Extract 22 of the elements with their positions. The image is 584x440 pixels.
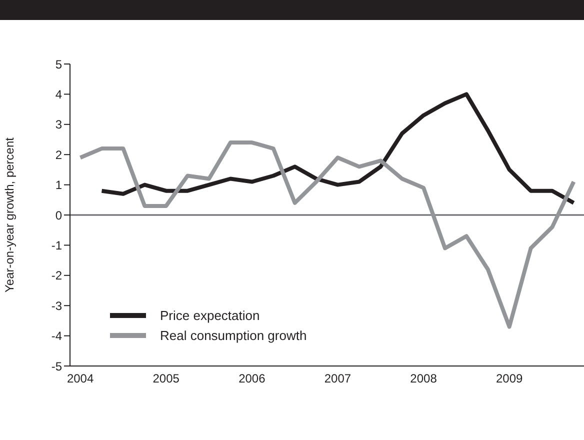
y-tick-label: 0: [55, 208, 62, 222]
x-tick-label: 2008: [410, 372, 438, 386]
y-tick-label: 2: [55, 148, 62, 162]
y-tick-label: -5: [51, 359, 62, 374]
x-tick-label: 2006: [238, 372, 266, 386]
y-tick-label: 3: [55, 118, 62, 132]
legend-label: Price expectation: [160, 308, 260, 322]
line-series: [78, 140, 576, 329]
y-tick-label: -1: [51, 238, 62, 252]
line-series: [100, 92, 576, 205]
y-tick-label: 4: [55, 87, 62, 102]
y-tick-label: 1: [55, 178, 62, 192]
x-tick-label: 2004: [66, 372, 94, 386]
y-tick-label: -4: [51, 329, 62, 344]
x-tick-label: 2007: [324, 372, 352, 386]
y-axis-title: Year-on-year growth, percent: [2, 136, 16, 292]
y-tick-label: -2: [51, 268, 62, 283]
x-tick-label: 2009: [496, 372, 524, 386]
y-tick-label: 5: [55, 57, 62, 72]
legend-label: Real consumption growth: [160, 328, 307, 342]
x-tick-label: 2005: [152, 372, 180, 386]
y-tick-label: -3: [51, 298, 62, 313]
